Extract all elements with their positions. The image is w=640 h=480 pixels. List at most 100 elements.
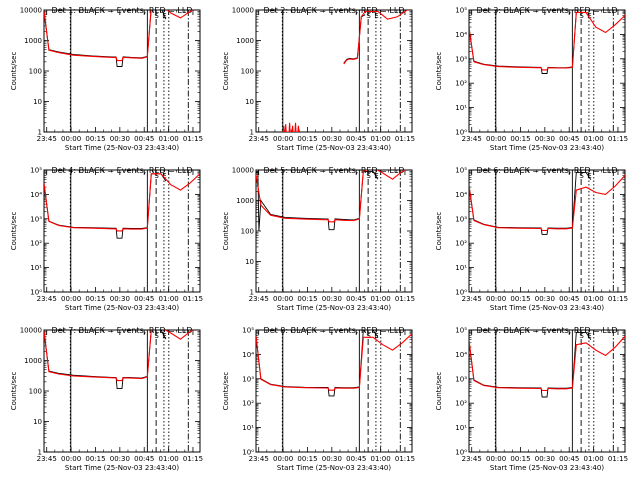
plot-frame <box>468 169 626 293</box>
x-axis-label: Start Time (25-Nov-03 23:43:40) <box>277 144 391 152</box>
x-tick-label: 23:45 <box>462 135 482 143</box>
y-tick-label: 10⁴ <box>242 351 254 359</box>
panel-det-8: 10⁰ 10¹ 10² 10³ 10⁴ 10⁵ 23:45 00:00 00:15 00:30 00… <box>222 326 415 472</box>
y-tick-label: 100 <box>29 388 42 396</box>
plot-frame <box>255 9 413 133</box>
y-tick-label: 10² <box>455 400 467 408</box>
y-tick-label: 10³ <box>242 375 254 383</box>
y-tick-label: 10² <box>242 400 254 408</box>
y-tick-label: 10³ <box>455 55 467 63</box>
panel-det-1: 1 10 100 1000 10000 23:45 00:00 00:15 00:30 00:45… <box>10 6 203 152</box>
panel-det-7: 1 10 100 1000 10000 23:45 00:00 00:15 00:30 00:45… <box>10 326 203 472</box>
y-axis-label: Counts/sec <box>435 372 443 411</box>
x-tick-label: 00:45 <box>134 455 154 463</box>
marker-label-end: E <box>162 172 166 180</box>
y-tick-label: 1 <box>38 449 42 457</box>
panel-det-6: 10⁰ 10¹ 10² 10³ 10⁴ 10⁵ 23:45 00:00 00:15 00:30 00… <box>435 166 628 312</box>
x-tick-label: 00:45 <box>346 135 366 143</box>
x-tick-label: 00:30 <box>110 295 130 303</box>
x-tick-label: 00:30 <box>322 455 342 463</box>
y-tick-label: 10 <box>33 418 42 426</box>
y-tick-label: 10⁰ <box>455 449 467 457</box>
y-tick-label: 10⁰ <box>242 449 254 457</box>
y-tick-label: 10⁰ <box>455 129 467 137</box>
x-tick-label: 23:45 <box>462 295 482 303</box>
x-axis-label: Start Time (25-Nov-03 23:43:40) <box>277 304 391 312</box>
x-tick-label: 01:00 <box>370 295 390 303</box>
y-tick-label: 1000 <box>236 197 254 205</box>
y-tick-label: 10¹ <box>30 264 42 272</box>
x-tick-label: 00:15 <box>297 295 317 303</box>
x-tick-label: 23:45 <box>37 135 57 143</box>
x-tick-label: 00:00 <box>273 135 293 143</box>
y-tick-label: 100 <box>241 228 254 236</box>
y-tick-label: 10⁴ <box>455 191 467 199</box>
x-tick-label: 00:15 <box>297 455 317 463</box>
x-tick-label: 00:00 <box>61 295 81 303</box>
y-axis-label: Counts/sec <box>222 372 230 411</box>
series-line-red-1 <box>256 170 406 223</box>
x-tick-label: 01:15 <box>608 295 628 303</box>
marker-label-start: S <box>366 332 371 340</box>
x-tick-label: 01:15 <box>608 455 628 463</box>
x-tick-label: 00:15 <box>85 295 105 303</box>
x-tick-label: 00:30 <box>322 295 342 303</box>
y-axis-label: Counts/sec <box>435 212 443 251</box>
y-tick-label: 10⁴ <box>455 31 467 39</box>
x-tick-label: 00:30 <box>110 135 130 143</box>
panel-title: Det 9: BLACK = Events, RED = LLD <box>477 326 618 335</box>
y-tick-label: 10⁵ <box>455 7 467 15</box>
x-tick-label: 00:30 <box>535 295 555 303</box>
x-tick-label: 01:15 <box>395 455 415 463</box>
y-tick-label: 10 <box>245 258 254 266</box>
panel-det-9: 10⁰ 10¹ 10² 10³ 10⁴ 10⁵ 23:45 00:00 00:15 00:30 00… <box>435 326 628 472</box>
x-tick-label: 00:45 <box>134 295 154 303</box>
plot-frame <box>255 329 413 453</box>
x-tick-label: 01:00 <box>370 135 390 143</box>
x-tick-label: 23:45 <box>249 455 269 463</box>
x-tick-label: 01:00 <box>583 295 603 303</box>
x-tick-label: 01:00 <box>583 135 603 143</box>
x-tick-label: 00:15 <box>510 135 530 143</box>
marker-label-start: S <box>366 12 371 20</box>
x-tick-label: 00:15 <box>510 455 530 463</box>
x-tick-label: 00:15 <box>85 135 105 143</box>
plot-frame <box>468 329 626 453</box>
panel-det-2: 1 10 100 1000 10000 23:45 00:00 00:15 00:30 00:45… <box>222 6 415 152</box>
series-line-red-1 <box>343 10 408 65</box>
x-axis-label: Start Time (25-Nov-03 23:43:40) <box>277 464 391 472</box>
panel-det-4: 10⁰ 10¹ 10² 10³ 10⁴ 10⁵ 23:45 00:00 00:15 00:30 00… <box>10 166 203 312</box>
y-axis-label: Counts/sec <box>435 52 443 91</box>
y-tick-label: 1 <box>250 289 254 297</box>
y-tick-label: 10² <box>30 240 42 248</box>
y-tick-label: 10³ <box>455 375 467 383</box>
marker-label-end: E <box>587 172 591 180</box>
y-tick-label: 1 <box>38 129 42 137</box>
x-tick-label: 00:00 <box>61 135 81 143</box>
y-tick-label: 10000 <box>20 7 42 15</box>
y-tick-label: 10 <box>33 98 42 106</box>
y-tick-label: 10⁵ <box>242 327 254 335</box>
y-tick-label: 10⁴ <box>455 351 467 359</box>
panel-title: Det 4: BLACK = Events, RED = LLD <box>52 166 193 175</box>
panel-title: Det 7: BLACK = Events, RED = LLD <box>52 326 193 335</box>
y-tick-label: 10³ <box>30 215 42 223</box>
series-line-black-0 <box>343 14 366 64</box>
x-tick-label: 01:00 <box>370 455 390 463</box>
x-tick-label: 01:00 <box>158 455 178 463</box>
x-tick-label: 00:00 <box>486 135 506 143</box>
y-tick-label: 1000 <box>24 37 42 45</box>
y-tick-label: 100 <box>29 68 42 76</box>
y-tick-label: 10 <box>245 98 254 106</box>
plot-frame <box>255 169 413 293</box>
x-tick-label: 23:45 <box>37 295 57 303</box>
x-tick-label: 00:30 <box>110 455 130 463</box>
x-tick-label: 01:15 <box>608 135 628 143</box>
x-axis-label: Start Time (25-Nov-03 23:43:40) <box>490 304 604 312</box>
y-tick-label: 10² <box>455 80 467 88</box>
y-tick-label: 10⁵ <box>455 167 467 175</box>
x-tick-label: 00:30 <box>322 135 342 143</box>
y-tick-label: 10000 <box>232 167 254 175</box>
x-tick-label: 00:45 <box>559 135 579 143</box>
